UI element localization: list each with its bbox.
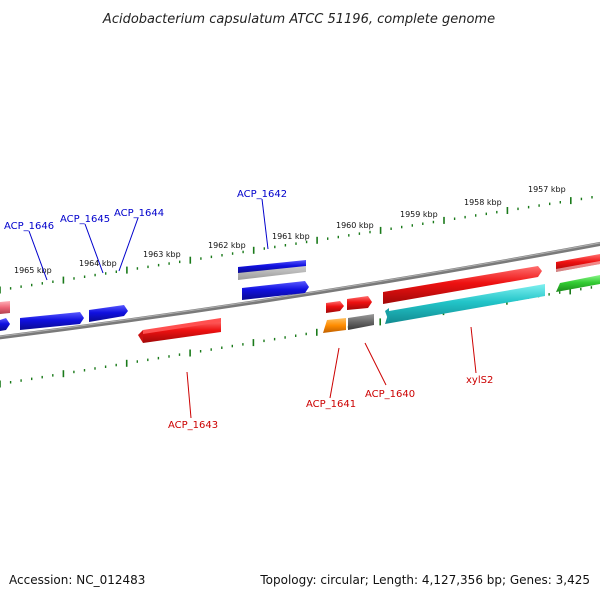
map-title: Acidobacterium capsulatum ATCC 51196, co… [102,12,495,27]
gene-acp-1644[interactable] [89,305,128,322]
scale-label: 1959 kbp [400,210,438,219]
genome-summary-text: Topology: circular; Length: 4,127,356 bp… [260,573,590,587]
label-acp-1643[interactable]: ACP_1643 [168,420,218,431]
gene-acp-1641[interactable] [323,318,346,333]
genome-backbone-highlight [0,242,600,337]
gene-acp-1643[interactable] [138,318,221,343]
gene-red-long[interactable] [383,266,542,304]
gene-red-small-2[interactable] [347,296,372,310]
scale-label: 1963 kbp [143,250,181,259]
gene-labels: ACP_1646 ACP_1645 ACP_1644 ACP_1642 ACP_… [4,189,493,431]
label-acp-1641[interactable]: ACP_1641 [306,399,356,410]
callout-lines [28,198,477,419]
gene-red-right-edge[interactable] [556,254,600,272]
gene-acp-1640[interactable] [348,314,374,330]
reverse-genes [138,275,600,343]
gene-green-right-edge[interactable] [556,275,600,292]
scale-label: 1964 kbp [79,259,117,268]
forward-genes [238,254,600,313]
gene-red-small-1[interactable] [326,301,344,313]
label-xyls2[interactable]: xylS2 [466,375,493,386]
left-genes [0,301,128,331]
scale-ticks-forward [0,196,593,294]
label-acp-1645[interactable]: ACP_1645 [60,214,110,225]
scale-label: 1958 kbp [464,198,502,207]
gene-xyls2[interactable] [385,284,545,324]
scale-label: 1962 kbp [208,241,246,250]
label-acp-1644[interactable]: ACP_1644 [114,208,164,219]
scale-label: 1957 kbp [528,185,566,194]
genome-backbone [0,241,600,340]
scale-label: 1965 kbp [14,266,52,275]
gene-blue-left-edge[interactable] [0,318,10,331]
scale-labels: 1957 kbp 1958 kbp 1959 kbp 1960 kbp 1961… [14,185,566,275]
gene-acp-1642[interactable] [238,260,306,280]
accession-text: Accession: NC_012483 [9,573,146,587]
gene-blue-block[interactable] [242,281,309,300]
label-acp-1646[interactable]: ACP_1646 [4,221,54,232]
scale-label: 1960 kbp [336,221,374,230]
gene-pink-left-edge[interactable] [0,301,10,314]
scale-label: 1961 kbp [272,232,310,241]
gene-acp-1645[interactable] [20,312,84,330]
label-acp-1640[interactable]: ACP_1640 [365,389,415,400]
label-acp-1642[interactable]: ACP_1642 [237,189,287,200]
